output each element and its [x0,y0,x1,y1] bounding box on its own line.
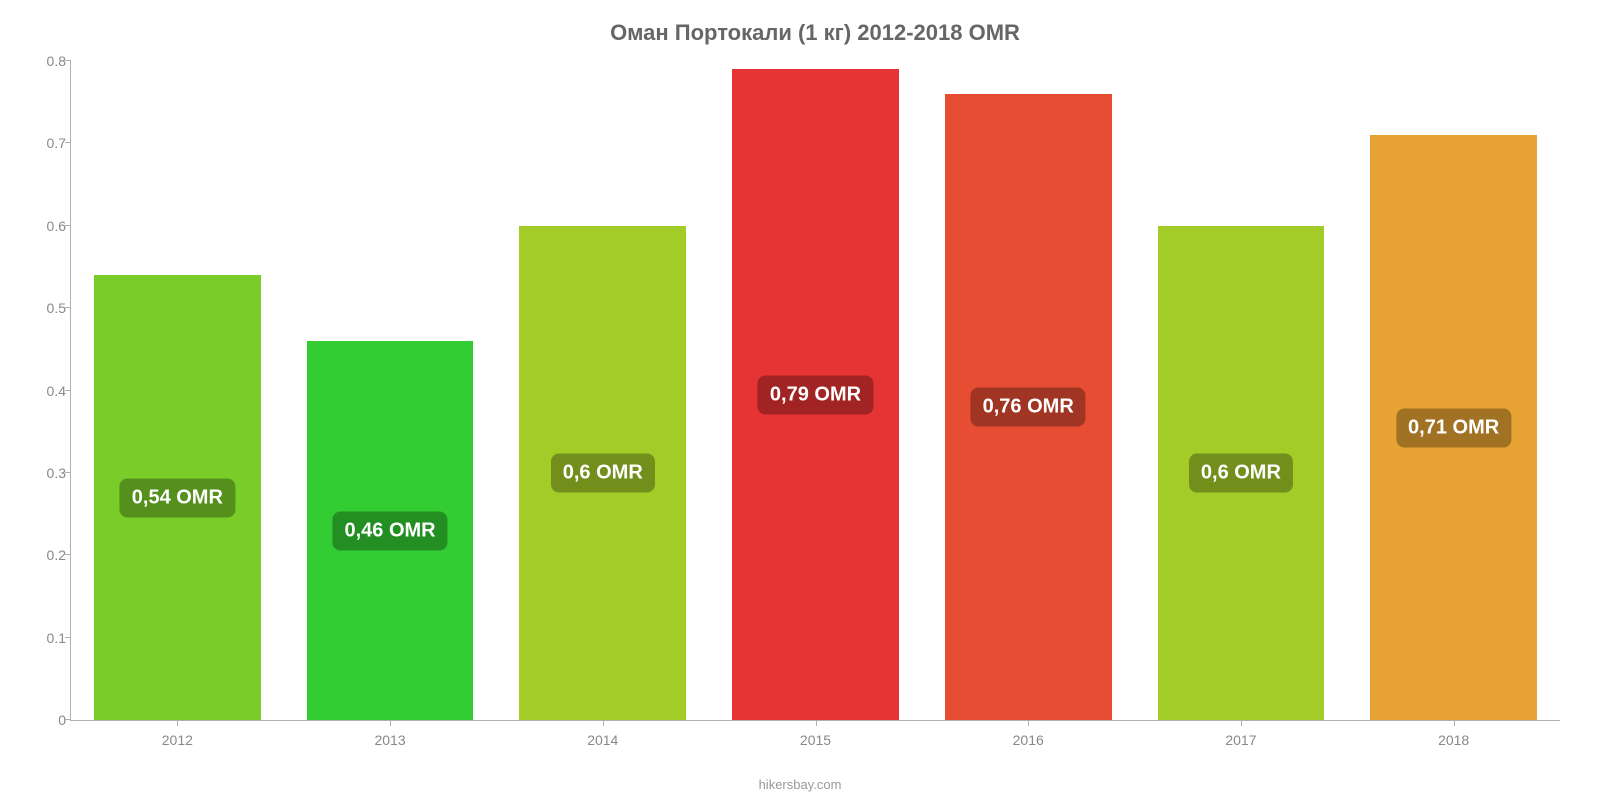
x-tick-label: 2016 [1013,732,1044,748]
x-tick-mark [603,720,604,726]
bar: 0,54 OMR [94,275,261,720]
bar-value-label: 0,76 OMR [971,387,1086,426]
bar-value-label: 0,54 OMR [120,478,235,517]
y-tick-label: 0.1 [26,630,66,646]
bar: 0,79 OMR [732,69,899,720]
y-tick-label: 0.7 [26,135,66,151]
bar-value-label: 0,6 OMR [551,453,655,492]
y-tick-label: 0.2 [26,547,66,563]
x-tick-label: 2012 [162,732,193,748]
x-tick-label: 2014 [587,732,618,748]
bar: 0,76 OMR [945,94,1112,720]
y-tick-mark [65,637,71,638]
x-tick-mark [1454,720,1455,726]
bar-value-label: 0,46 OMR [332,511,447,550]
x-tick-label: 2018 [1438,732,1469,748]
y-tick-mark [65,307,71,308]
x-tick-label: 2015 [800,732,831,748]
bar: 0,46 OMR [307,341,474,720]
y-tick-label: 0.8 [26,53,66,69]
y-tick-mark [65,390,71,391]
y-tick-mark [65,472,71,473]
bar: 0,6 OMR [519,226,686,720]
x-tick-mark [1241,720,1242,726]
attribution: hikersbay.com [759,777,842,792]
x-tick-label: 2013 [374,732,405,748]
y-tick-label: 0 [26,712,66,728]
chart-title: Оман Портокали (1 кг) 2012-2018 OMR [70,20,1560,46]
plot-area: 00.10.20.30.40.50.60.70.80,54 OMR20120,4… [70,61,1560,721]
x-tick-mark [1028,720,1029,726]
bar: 0,6 OMR [1158,226,1325,720]
y-tick-mark [65,225,71,226]
y-tick-label: 0.4 [26,383,66,399]
y-tick-label: 0.6 [26,218,66,234]
y-tick-label: 0.5 [26,300,66,316]
y-tick-label: 0.3 [26,465,66,481]
bar-value-label: 0,6 OMR [1189,453,1293,492]
y-tick-mark [65,554,71,555]
y-tick-mark [65,719,71,720]
bar-value-label: 0,79 OMR [758,375,873,414]
chart-container: Оман Портокали (1 кг) 2012-2018 OMR 00.1… [0,0,1600,800]
x-tick-label: 2017 [1225,732,1256,748]
bar: 0,71 OMR [1370,135,1537,720]
x-tick-mark [816,720,817,726]
x-tick-mark [177,720,178,726]
bar-value-label: 0,71 OMR [1396,408,1511,447]
y-tick-mark [65,60,71,61]
x-tick-mark [390,720,391,726]
y-tick-mark [65,142,71,143]
